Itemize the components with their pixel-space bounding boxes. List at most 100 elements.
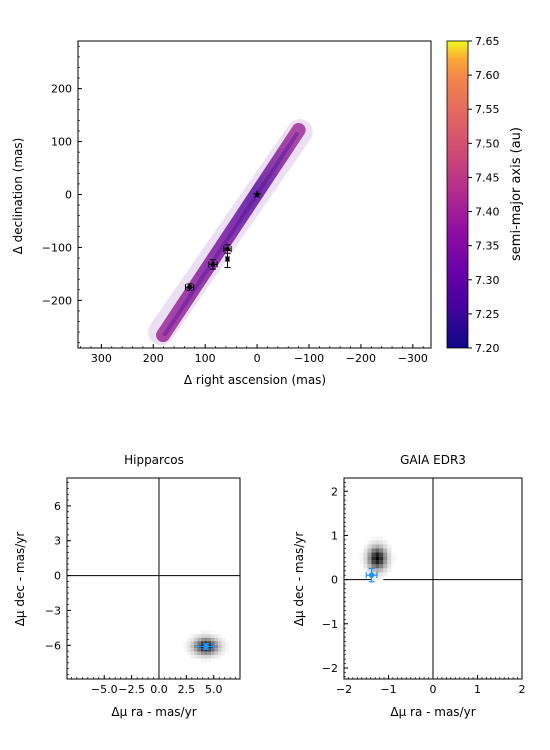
gaia-density-cell bbox=[375, 560, 380, 565]
hip-density-cell bbox=[183, 641, 187, 645]
gaia-measurement-marker bbox=[368, 572, 375, 578]
hip-density-cell bbox=[193, 641, 198, 645]
hip-density-cell bbox=[190, 655, 194, 659]
hip-density-cell bbox=[186, 637, 191, 642]
hip-density-cell bbox=[183, 644, 187, 649]
gaia-density-cell bbox=[371, 576, 376, 581]
orbit-x-tick-label: 100 bbox=[195, 352, 216, 365]
astrometry-point-marker bbox=[187, 285, 192, 290]
hip-density-cell bbox=[211, 655, 215, 659]
gaia-density-cell bbox=[391, 552, 396, 557]
orbit-x-tick-label: −300 bbox=[398, 352, 428, 365]
hip-density-cell bbox=[221, 641, 226, 645]
hip-density-cell bbox=[211, 641, 215, 645]
hip-density-cell bbox=[186, 651, 191, 656]
gaia-density-cell bbox=[367, 544, 372, 549]
gaia-density-cell bbox=[379, 540, 384, 545]
hip-density-cell bbox=[214, 634, 219, 638]
colorbar-tick-label: 7.25 bbox=[475, 308, 500, 321]
hip-density-cell bbox=[221, 637, 226, 642]
gaia-density-cell bbox=[367, 552, 372, 557]
hip-density-cell bbox=[221, 651, 226, 656]
gaia-density-cell bbox=[371, 564, 376, 569]
hip-density-cell bbox=[186, 641, 191, 645]
hip-density-cell bbox=[193, 651, 198, 656]
gaia-x-tick-label: 2 bbox=[519, 683, 526, 696]
hip-y-tick-label: 6 bbox=[54, 500, 61, 513]
gaia-density-cell bbox=[371, 548, 376, 553]
hip-density-cell bbox=[225, 644, 229, 649]
gaia-density-cell bbox=[363, 556, 368, 561]
gaia-density-cell bbox=[363, 552, 368, 557]
gaia-y-axis-label: Δμ dec - mas/yr bbox=[292, 532, 306, 627]
gaia-density-cell bbox=[375, 536, 380, 541]
hip-density-cell bbox=[211, 634, 215, 638]
gaia-density-cell bbox=[379, 556, 384, 561]
hip-density-cell bbox=[214, 637, 219, 642]
hipparcos-panel: Hipparcos −5.0 −2.5 0.0 2.5 5.0 −6 −3 0 3 6 Δμ r… bbox=[13, 453, 241, 719]
gaia-density-cell bbox=[359, 552, 364, 557]
hip-density-cell bbox=[200, 634, 205, 638]
colorbar-tick-label: 7.30 bbox=[475, 274, 500, 287]
hip-density-cell bbox=[204, 634, 208, 638]
hip-density-cell bbox=[200, 630, 205, 635]
hip-density-cell bbox=[204, 637, 208, 642]
gaia-density-cell bbox=[367, 548, 372, 553]
hip-density-cell bbox=[214, 651, 219, 656]
gaia-density-cell bbox=[371, 556, 376, 561]
gaia-density-cell bbox=[363, 564, 368, 569]
hip-density-cell bbox=[197, 637, 201, 642]
hip-density-cell bbox=[211, 651, 215, 656]
hip-density-cell bbox=[207, 648, 212, 652]
hip-density-cell bbox=[200, 655, 205, 659]
star-marker-shape bbox=[252, 190, 262, 199]
orbit-y-tick-label: −200 bbox=[42, 294, 72, 307]
gaia-x-tick-label: −1 bbox=[380, 683, 396, 696]
gaia-density-cell bbox=[379, 548, 384, 553]
hip-density-cell bbox=[221, 644, 226, 649]
gaia-y-tick-label: −2 bbox=[322, 662, 338, 675]
gaia-density-cell bbox=[375, 548, 380, 553]
gaia-density-cell bbox=[371, 544, 376, 549]
gaia-density-cell bbox=[367, 556, 372, 561]
gaia-density-cell bbox=[379, 572, 384, 577]
hip-density-cell bbox=[190, 637, 194, 642]
hip-density-cell bbox=[211, 648, 215, 652]
gaia-density-cell bbox=[383, 560, 388, 565]
colorbar-label: semi-major axis (au) bbox=[509, 127, 524, 261]
hipparcos-y-ticks: −6 −3 0 3 6 bbox=[45, 482, 71, 675]
hip-density-cell bbox=[200, 651, 205, 656]
gaia-density-cell bbox=[375, 552, 380, 557]
gaia-density-cell bbox=[371, 568, 376, 573]
gaia-density-cell bbox=[375, 540, 380, 545]
gaia-density-cell bbox=[375, 564, 380, 569]
gaia-panel: GAIA EDR3 −2 −1 0 1 2 −2 −1 0 1 2 Δμ ra - mas/yr… bbox=[292, 453, 526, 719]
orbit-x-tick-label: −100 bbox=[294, 352, 324, 365]
hip-density-cell bbox=[200, 648, 205, 652]
astrometry-point-marker bbox=[225, 247, 230, 252]
orbit-x-tick-label: 300 bbox=[91, 352, 112, 365]
hip-density-cell bbox=[193, 655, 198, 659]
colorbar-tick-label: 7.40 bbox=[475, 206, 500, 219]
colorbar-gradient bbox=[446, 40, 469, 349]
hip-density-cell bbox=[207, 630, 212, 635]
hip-density-cell bbox=[214, 655, 219, 659]
gaia-density-cell bbox=[387, 568, 392, 573]
gaia-density-cell bbox=[387, 560, 392, 565]
hip-density-cell bbox=[207, 658, 212, 663]
gaia-density-cell bbox=[359, 556, 364, 561]
hip-density-cell bbox=[204, 651, 208, 656]
colorbar: 7.20 7.25 7.30 7.35 7.40 7.45 7.50 7.55 7.60 7.65… bbox=[446, 35, 524, 355]
gaia-density-cell bbox=[383, 568, 388, 573]
orbit-y-axis-label: Δ declination (mas) bbox=[11, 138, 25, 255]
hip-density-cell bbox=[200, 658, 205, 663]
gaia-density-cell bbox=[383, 572, 388, 577]
colorbar-tick-label: 7.60 bbox=[475, 69, 500, 82]
hip-density-cell bbox=[225, 641, 229, 645]
hip-density-cell bbox=[214, 644, 219, 649]
gaia-density-cell bbox=[379, 544, 384, 549]
hip-density-cell bbox=[190, 634, 194, 638]
gaia-x-axis-label: Δμ ra - mas/yr bbox=[390, 705, 475, 719]
orbit-x-tick-label: 200 bbox=[143, 352, 164, 365]
